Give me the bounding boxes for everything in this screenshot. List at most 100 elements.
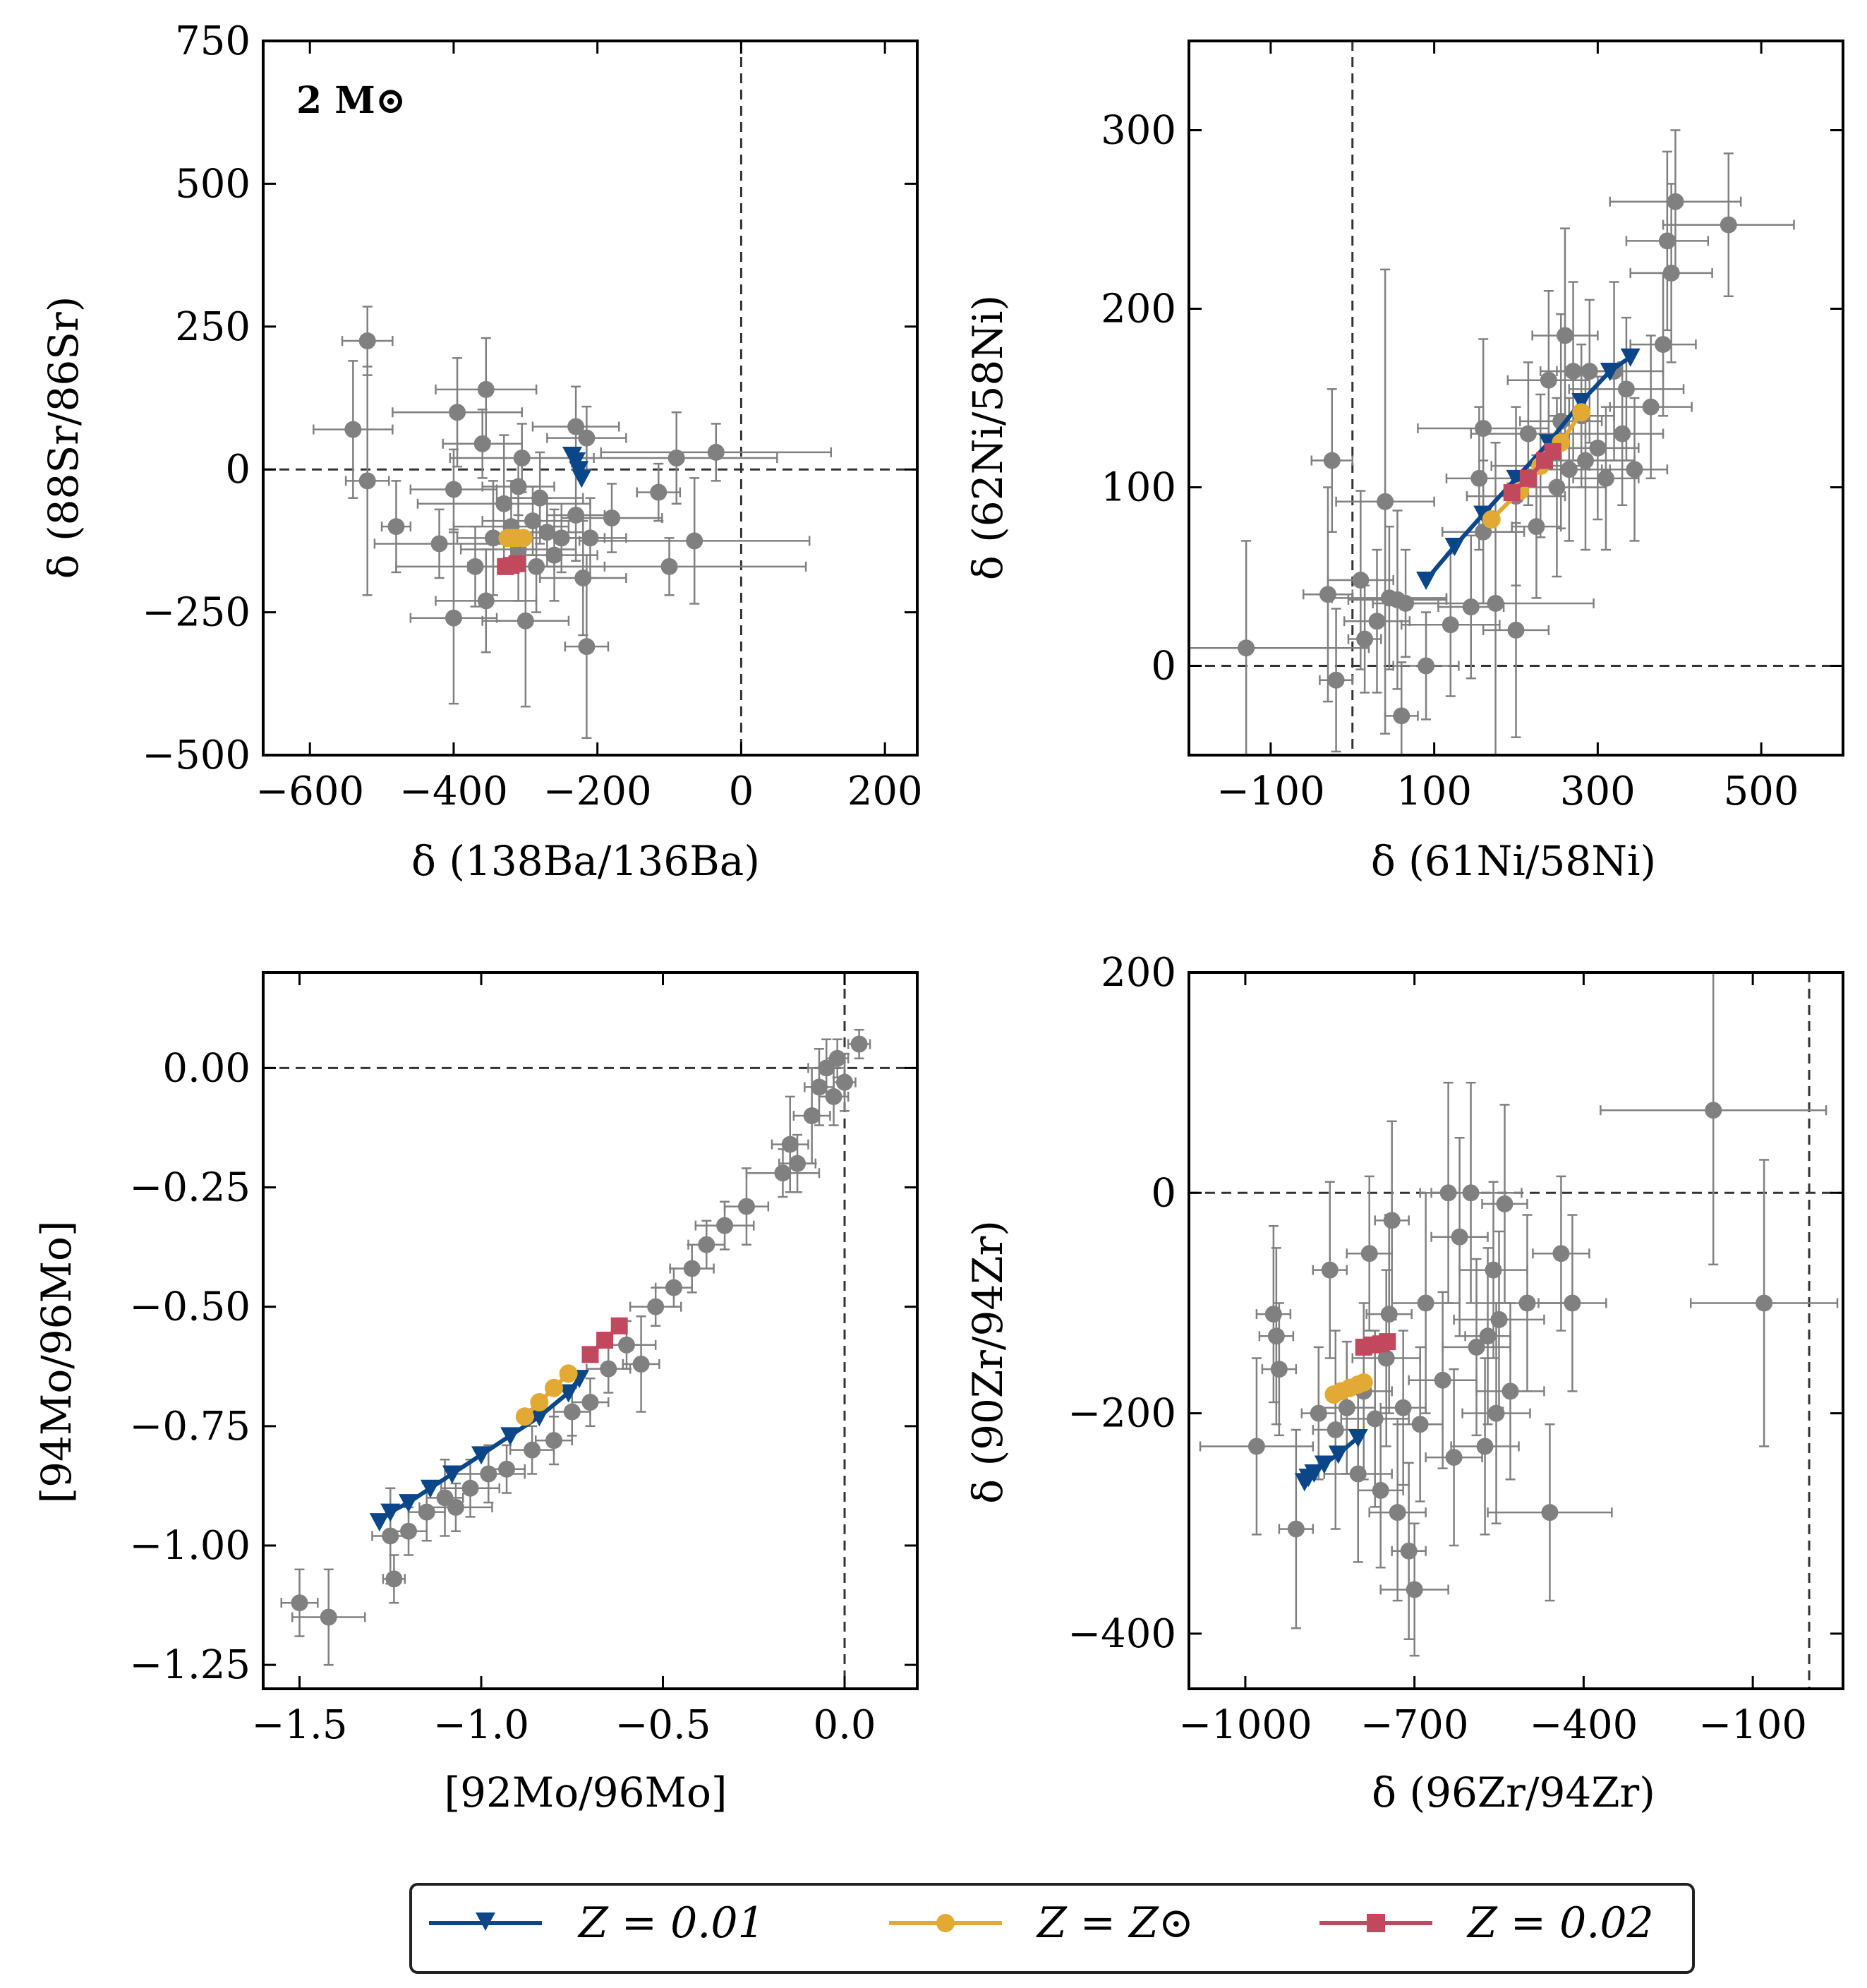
grain-marker: [1560, 461, 1578, 478]
grain-marker: [545, 546, 563, 564]
grain-marker: [660, 558, 678, 575]
grain-marker: [524, 1441, 541, 1459]
panel-sr-vs-ba: 2 M⊙ δ (138Ba/136Ba) δ (88Sr/86Sr) −600−…: [40, 18, 923, 885]
grain-marker: [447, 1498, 464, 1516]
x-tick-label: −600: [255, 769, 364, 814]
grain-point: [1556, 375, 1640, 521]
grain-point: [745, 1148, 821, 1198]
y-tick-label: −1.00: [129, 1523, 250, 1569]
grain-point: [1374, 1120, 1410, 1321]
grain-point: [1335, 268, 1435, 735]
grain-marker: [1470, 469, 1488, 487]
y-tick-label: −500: [142, 733, 250, 778]
grain-marker: [1451, 1228, 1468, 1246]
grain-marker: [1540, 371, 1557, 389]
grain-marker: [449, 404, 466, 421]
y-tick-label: 200: [1101, 950, 1176, 996]
grain-marker: [698, 1236, 715, 1253]
grain-marker: [1476, 1438, 1494, 1455]
grain-point: [1600, 397, 1669, 542]
series-point-triangle: [1444, 537, 1465, 556]
grain-marker: [498, 1460, 516, 1478]
series-point-circle: [514, 529, 533, 548]
grain-marker: [1720, 216, 1737, 234]
x-tick-label: −400: [399, 769, 508, 814]
grain-marker: [1502, 1382, 1519, 1400]
series-point-triangle: [529, 1408, 550, 1427]
grain-marker: [1487, 1404, 1505, 1422]
grain-marker: [1541, 1504, 1559, 1522]
grain-marker: [1475, 420, 1492, 438]
grain-point: [380, 480, 412, 574]
series-z002: [497, 555, 526, 575]
grain-marker: [516, 612, 534, 629]
y-tick-label: −0.25: [129, 1165, 250, 1211]
grain-marker: [1507, 621, 1525, 639]
circle-icon: [936, 1914, 955, 1932]
grain-point: [1391, 1462, 1427, 1640]
grain-marker: [1270, 1361, 1288, 1378]
y-axis-label: [94Mo/96Mo]: [32, 1220, 80, 1503]
triangle-down-icon: [476, 1912, 495, 1931]
series-zsun: [1324, 1373, 1373, 1404]
grain-point: [1199, 1357, 1315, 1536]
y-tick-label: 750: [175, 18, 250, 64]
y-axis-label: δ (90Zr/94Zr): [964, 1220, 1012, 1504]
grain-marker: [1445, 1449, 1463, 1466]
panel-ni: δ (61Ni/58Ni) δ (62Ni/58Ni) −100 100 300 50…: [964, 40, 1844, 885]
series-point-square: [1503, 484, 1521, 502]
x-tick-label: −100: [1698, 1702, 1807, 1748]
grain-point: [392, 357, 523, 468]
grain-point: [1317, 1340, 1376, 1475]
plot-area: [263, 972, 917, 1689]
grain-point: [622, 1315, 660, 1413]
square-icon: [1367, 1914, 1385, 1932]
grain-marker: [1617, 380, 1635, 398]
grain-marker: [647, 1298, 665, 1315]
grain-marker: [1518, 1294, 1536, 1312]
series-point-triangle: [380, 1503, 401, 1522]
series-point-triangle: [1328, 1445, 1348, 1464]
grain-marker: [291, 1594, 308, 1612]
grain-point: [1629, 272, 1697, 417]
series-point-square: [596, 1332, 614, 1349]
series-point-square: [1519, 469, 1537, 487]
grain-point: [1261, 1302, 1298, 1437]
x-tick-label: −1000: [1178, 1702, 1312, 1748]
grain-point: [723, 1167, 770, 1246]
grain-marker: [667, 450, 685, 467]
plot-frame: [262, 40, 919, 757]
y-tick-label: 0.00: [162, 1045, 250, 1091]
legend-label: Z = 0.02: [1466, 1898, 1654, 1948]
grain-point: [1537, 1214, 1607, 1392]
grain-marker: [563, 1403, 581, 1421]
panel-zr: δ (96Zr/94Zr) δ (90Zr/94Zr) −1000 −700 −40…: [964, 950, 1844, 1817]
grain-point: [280, 1568, 319, 1637]
grain-point: [1258, 1247, 1295, 1426]
grain-marker: [1372, 1481, 1389, 1499]
grain-marker: [1655, 336, 1672, 354]
series-point-triangle: [1473, 505, 1494, 524]
x-tick-label: −200: [543, 769, 652, 814]
grain-marker: [567, 418, 585, 435]
grain-marker: [1287, 1520, 1305, 1538]
grain-point: [1458, 1181, 1528, 1359]
grain-marker: [603, 510, 621, 527]
series-point-square: [581, 1346, 599, 1363]
grain-marker: [436, 1489, 454, 1507]
grain-point: [1609, 335, 1693, 480]
grain-marker: [1667, 193, 1684, 210]
grain-point: [435, 337, 538, 442]
grain-point: [571, 1377, 610, 1428]
grain-marker: [1756, 1294, 1773, 1312]
series-point-triangle: [1571, 393, 1592, 412]
series-point-square: [610, 1317, 628, 1335]
plot-area: [1189, 41, 1843, 755]
grain-marker: [1614, 425, 1631, 442]
grain-marker: [1411, 1416, 1429, 1433]
grain-marker: [618, 1336, 635, 1354]
grain-marker: [473, 435, 491, 452]
grain-marker: [538, 524, 556, 541]
plot-frame: [262, 971, 919, 1690]
x-tick-label: 200: [847, 769, 923, 814]
